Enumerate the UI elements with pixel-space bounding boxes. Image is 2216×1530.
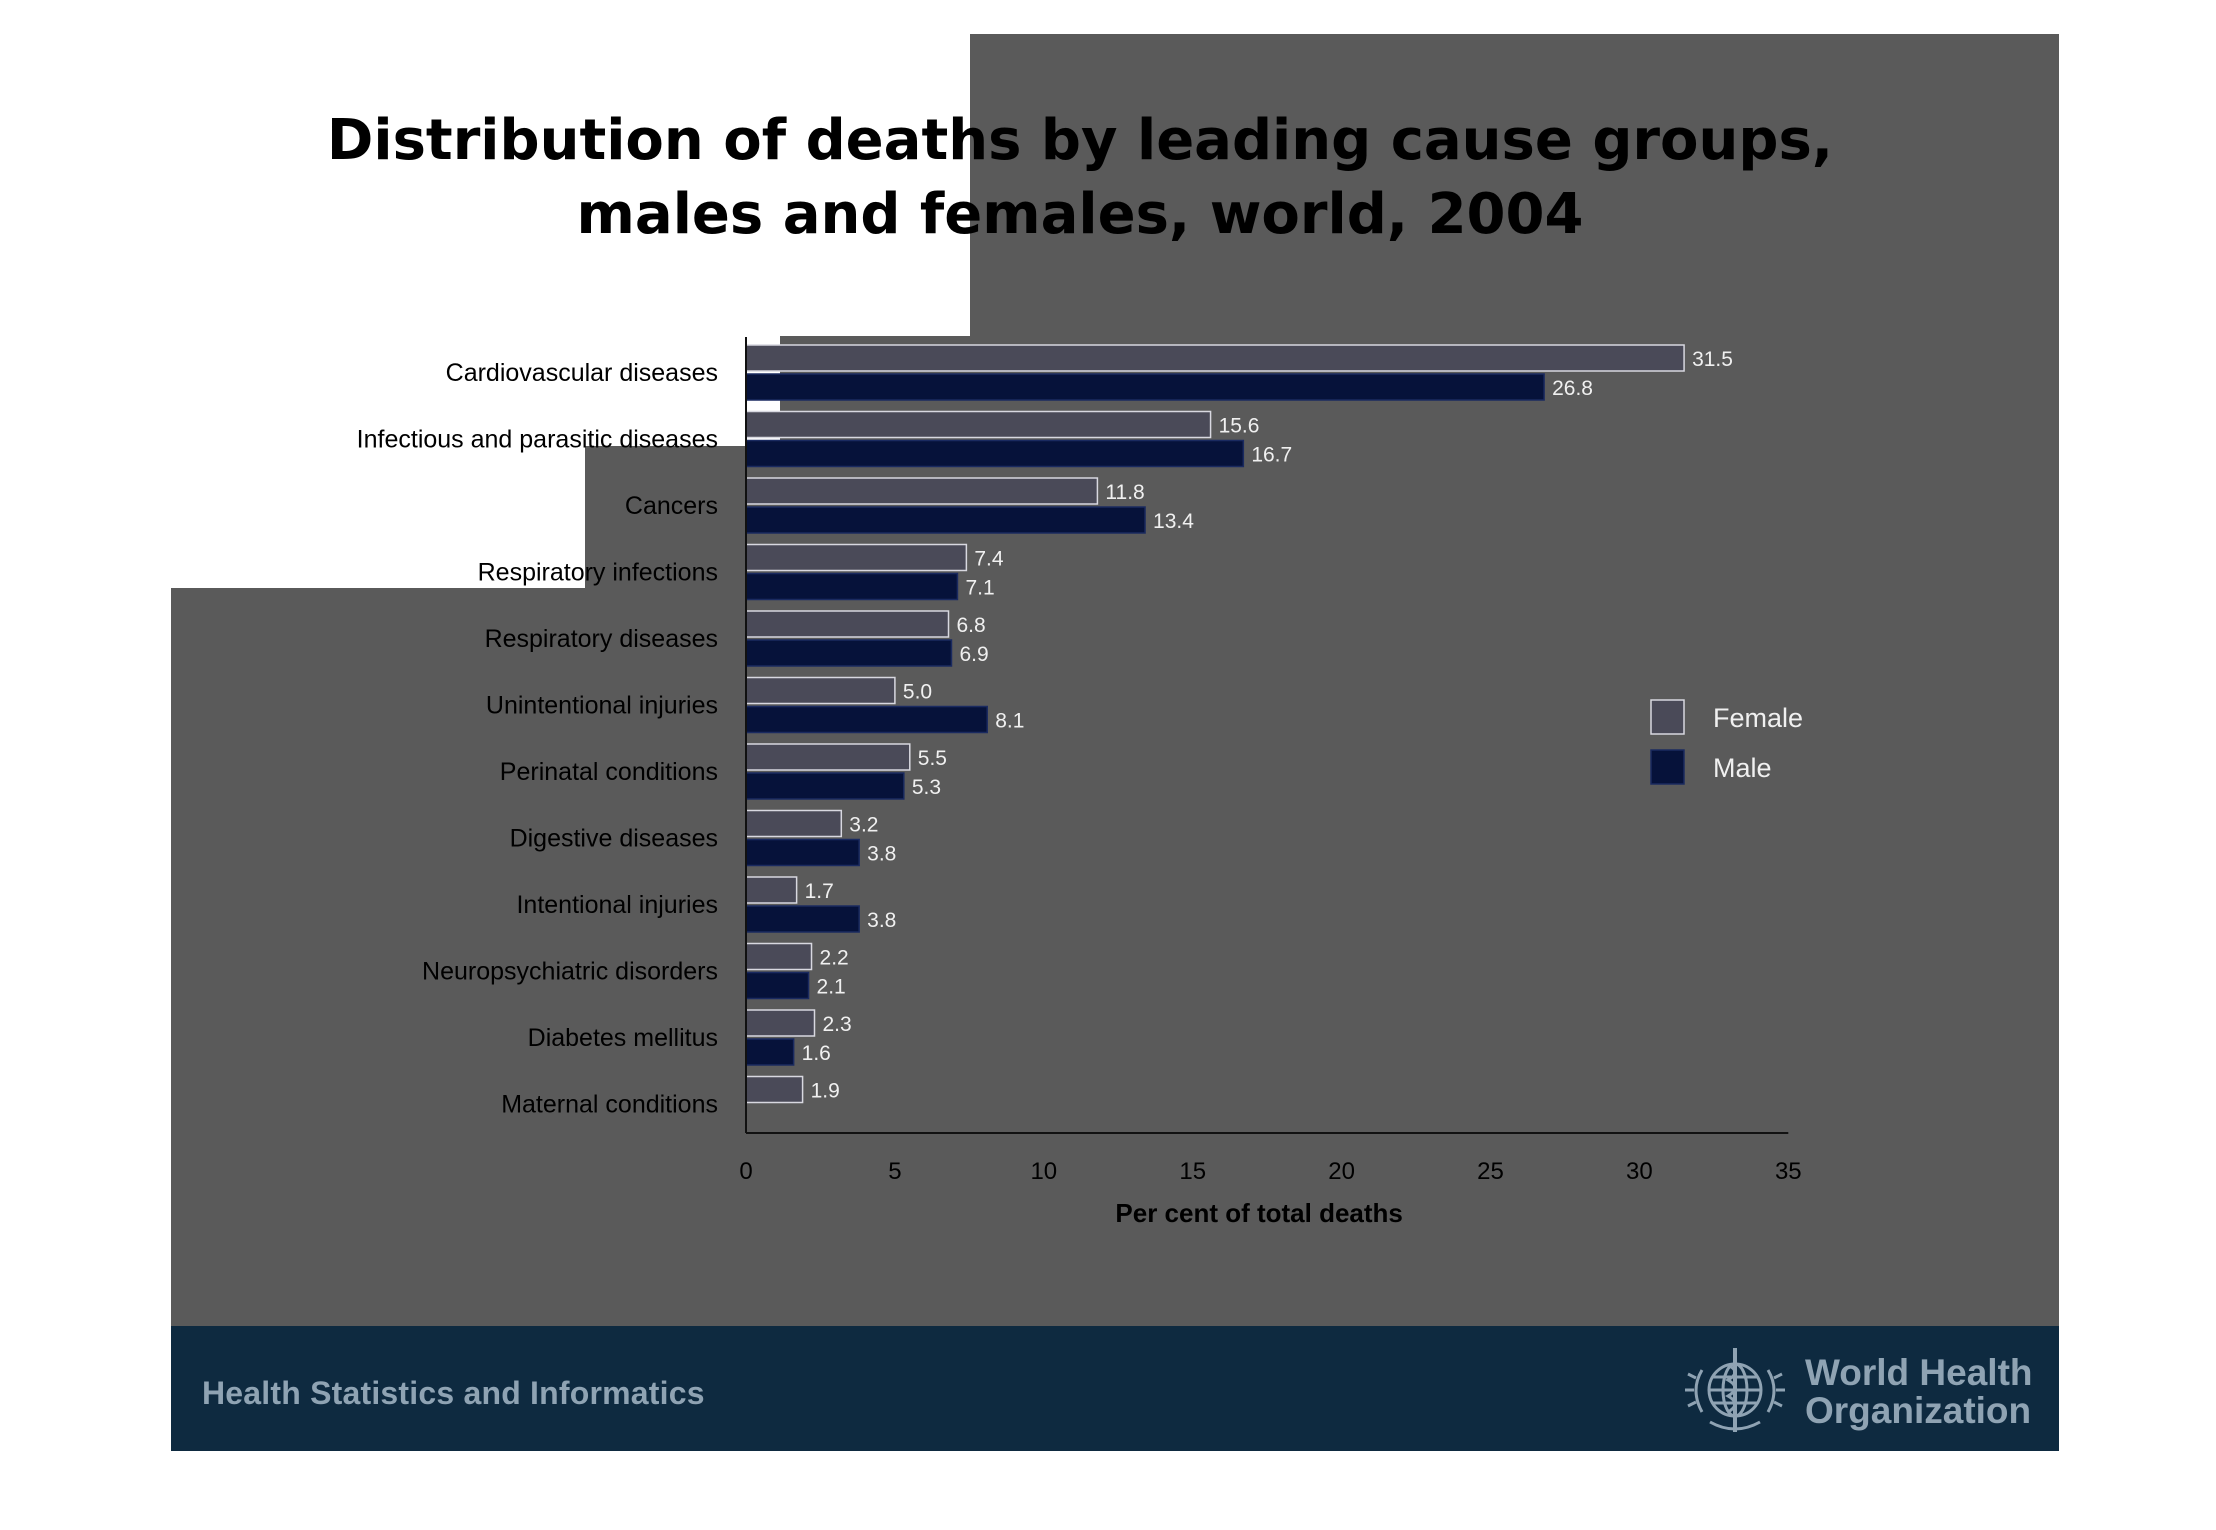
x-tick-label: 5 <box>888 1158 901 1185</box>
category-label: Respiratory diseases <box>485 625 718 653</box>
left-white-area <box>0 446 585 588</box>
x-tick-label: 25 <box>1477 1158 1504 1185</box>
male-data-label: 16.7 <box>1251 444 1292 467</box>
category-label: Neuropsychiatric disorders <box>422 958 718 986</box>
female-bar <box>745 809 843 838</box>
male-bar <box>745 1038 795 1066</box>
male-data-label: 13.4 <box>1153 510 1194 533</box>
female-data-label: 5.5 <box>918 747 947 770</box>
female-bar <box>745 410 1212 439</box>
footer-text: Health Statistics and Informatics <box>202 1375 705 1411</box>
male-data-label: 1.6 <box>802 1042 831 1065</box>
female-data-label: 5.0 <box>903 681 932 704</box>
male-bar <box>745 639 953 667</box>
male-data-label: 6.9 <box>959 643 988 666</box>
male-bar <box>745 373 1545 401</box>
x-tick-label: 35 <box>1775 1158 1802 1185</box>
male-data-label: 3.8 <box>867 843 896 866</box>
female-data-label: 11.8 <box>1105 481 1144 504</box>
female-data-label: 15.6 <box>1219 415 1260 438</box>
x-axis-group: 0 5 10 15 20 25 30 35 Per cent of total deaths <box>739 337 1802 1228</box>
x-tick-label: 20 <box>1328 1158 1355 1185</box>
who-logo-line-2: Organization <box>1805 1390 2032 1431</box>
male-data-label: 5.3 <box>912 776 941 799</box>
male-data-label: 8.1 <box>995 710 1024 733</box>
female-data-label: 6.8 <box>957 614 986 637</box>
left-margin-white <box>0 588 171 1530</box>
female-bar <box>745 676 896 705</box>
female-data-label: 31.5 <box>1692 348 1733 371</box>
title-line-1: Distribution of deaths by leading cause … <box>326 108 1834 173</box>
mid-white-area <box>0 336 780 446</box>
category-label: Respiratory infections <box>478 559 718 587</box>
female-bar <box>745 477 1099 505</box>
male-data-label: 7.1 <box>965 577 994 600</box>
male-bar <box>745 838 860 867</box>
female-data-label: 1.9 <box>811 1080 840 1103</box>
female-bar <box>745 344 1685 372</box>
female-bar <box>745 743 911 771</box>
male-bar <box>745 772 905 800</box>
category-label: Diabetes mellitus <box>528 1024 718 1052</box>
legend-label-male: Male <box>1713 753 1772 783</box>
female-bar <box>745 876 798 904</box>
female-data-label: 7.4 <box>974 548 1004 571</box>
female-data-label: 3.2 <box>849 814 878 837</box>
x-tick-label: 10 <box>1030 1158 1057 1185</box>
male-bar <box>745 572 959 601</box>
female-data-label: 1.7 <box>805 880 834 903</box>
legend-label-female: Female <box>1713 703 1803 733</box>
x-axis-title: Per cent of total deaths <box>1115 1198 1403 1228</box>
category-label: Cancers <box>625 492 718 520</box>
category-label: Maternal conditions <box>501 1091 718 1119</box>
category-label: Digestive diseases <box>510 825 718 853</box>
male-bar <box>745 705 988 734</box>
x-tick-label: 0 <box>739 1158 752 1185</box>
who-emblem-icon <box>1685 1348 1785 1432</box>
female-bar <box>745 1075 804 1104</box>
male-bar <box>745 506 1146 534</box>
male-data-label: 2.1 <box>817 976 846 999</box>
category-labels-group: Cardiovascular diseases Infectious and pa… <box>357 359 718 1119</box>
female-data-label: 2.3 <box>822 1013 851 1036</box>
female-bar <box>745 942 813 971</box>
who-logo-text: World Health Organization <box>1805 1354 2033 1430</box>
male-bar <box>745 971 810 1000</box>
category-label: Intentional injuries <box>516 891 718 919</box>
title-line-2: males and females, world, 2004 <box>576 182 1584 247</box>
legend-swatch-female <box>1650 699 1685 735</box>
page-title: Distribution of deaths by leading cause … <box>190 104 1970 252</box>
male-bar <box>745 439 1245 468</box>
legend: Female Male <box>1650 699 1803 785</box>
category-label: Unintentional injuries <box>486 692 718 720</box>
category-label: Perinatal conditions <box>500 758 718 786</box>
x-tick-label: 30 <box>1626 1158 1653 1185</box>
female-bar <box>745 543 968 572</box>
category-label: Infectious and parasitic diseases <box>357 426 718 454</box>
male-data-label: 3.8 <box>867 909 896 932</box>
who-logo-line-1: World Health <box>1805 1352 2033 1393</box>
x-tick-label: 15 <box>1179 1158 1206 1185</box>
female-bar <box>745 610 950 638</box>
female-bar <box>745 1009 816 1037</box>
male-data-label: 26.8 <box>1552 377 1593 400</box>
top-white-area <box>0 0 970 336</box>
female-data-label: 2.2 <box>820 947 849 970</box>
category-label: Cardiovascular diseases <box>446 359 718 387</box>
legend-swatch-male <box>1650 749 1685 785</box>
male-bar <box>745 905 860 933</box>
bars-group: 31.5 26.8 15.6 16.7 11.8 13.4 7.4 7.1 6.8 6.9 5.0 8… <box>745 344 1733 1104</box>
